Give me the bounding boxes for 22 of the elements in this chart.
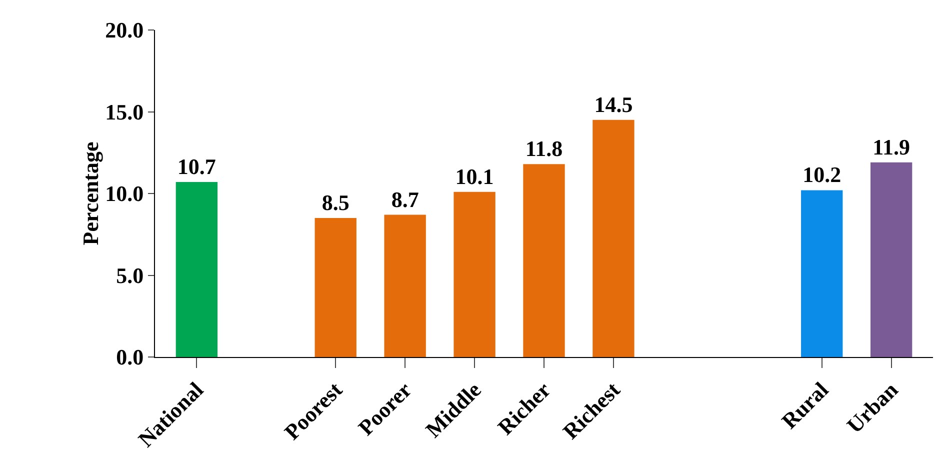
data-label: 11.8 (525, 136, 563, 162)
y-tick-label: 5.0 (116, 262, 144, 288)
data-label: 14.5 (594, 92, 633, 117)
y-axis-title: Percentage (78, 142, 104, 246)
data-label: 10.1 (455, 164, 494, 189)
y-tick-label: 15.0 (105, 99, 144, 124)
data-label: 8.5 (322, 190, 350, 216)
y-tick-label: 0.0 (116, 344, 144, 370)
bar (314, 218, 356, 357)
bar (523, 164, 565, 357)
data-label: 8.7 (391, 186, 419, 212)
data-label: 10.7 (177, 154, 216, 180)
data-label: 11.9 (872, 134, 910, 160)
bar (176, 182, 218, 357)
bar (454, 192, 496, 357)
y-tick-label: 20.0 (105, 18, 144, 43)
bar (870, 162, 912, 357)
y-tick-label: 10.0 (105, 181, 144, 206)
bar (592, 120, 634, 357)
bar (384, 214, 426, 357)
data-label: 10.2 (802, 162, 842, 188)
bar (801, 190, 843, 357)
